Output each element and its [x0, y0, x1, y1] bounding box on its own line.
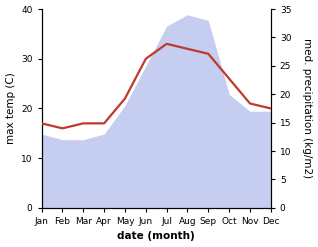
- Y-axis label: max temp (C): max temp (C): [5, 73, 16, 144]
- Y-axis label: med. precipitation (kg/m2): med. precipitation (kg/m2): [302, 38, 313, 179]
- X-axis label: date (month): date (month): [117, 231, 195, 242]
